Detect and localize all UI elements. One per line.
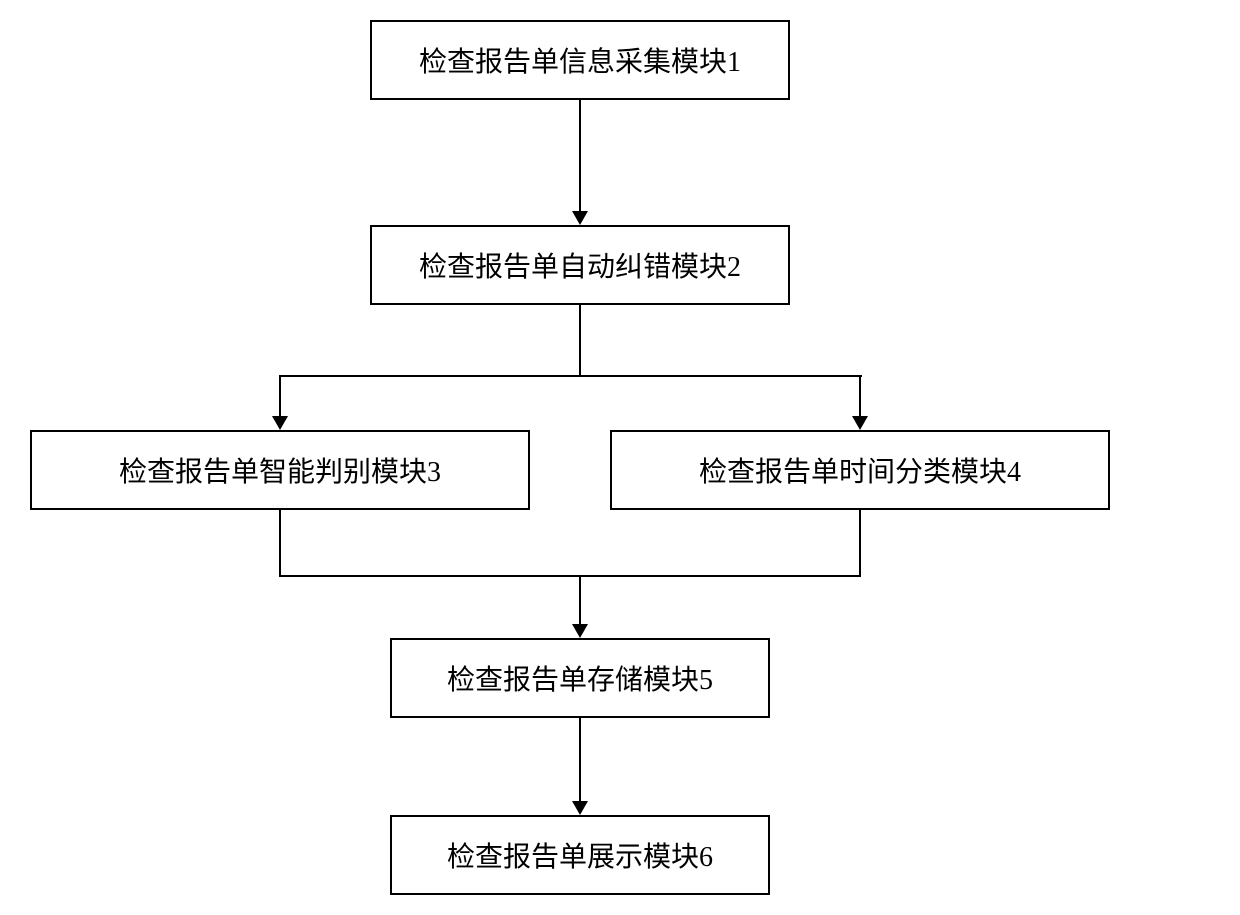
edge-merge-5-arrow <box>572 624 588 638</box>
node-label: 检查报告单自动纠错模块2 <box>419 245 741 285</box>
edge-1-2-line <box>579 100 581 211</box>
node-info-collection: 检查报告单信息采集模块1 <box>370 20 790 100</box>
edge-5-6-arrow <box>572 801 588 815</box>
edge-merge-5-vline <box>579 575 581 624</box>
node-time-classification: 检查报告单时间分类模块4 <box>610 430 1110 510</box>
node-intelligent-discrimination: 检查报告单智能判别模块3 <box>30 430 530 510</box>
node-label: 检查报告单时间分类模块4 <box>699 450 1021 490</box>
flowchart-container: 检查报告单信息采集模块1 检查报告单自动纠错模块2 检查报告单智能判别模块3 检… <box>0 0 1240 915</box>
edge-2-3-vline <box>279 375 281 416</box>
edge-merge-hline <box>279 575 861 577</box>
node-display: 检查报告单展示模块6 <box>390 815 770 895</box>
edge-1-2-arrow <box>572 211 588 225</box>
node-label: 检查报告单展示模块6 <box>447 835 713 875</box>
edge-4-merge-vline <box>859 510 861 577</box>
edge-2-3-arrow <box>272 416 288 430</box>
edge-2-4-vline <box>859 375 861 416</box>
node-label: 检查报告单信息采集模块1 <box>419 40 741 80</box>
edge-2-split-vline <box>579 305 581 375</box>
edge-2-4-arrow <box>852 416 868 430</box>
node-storage: 检查报告单存储模块5 <box>390 638 770 718</box>
node-label: 检查报告单智能判别模块3 <box>119 450 441 490</box>
edge-5-6-line <box>579 718 581 801</box>
edge-3-merge-vline <box>279 510 281 577</box>
node-label: 检查报告单存储模块5 <box>447 658 713 698</box>
edge-2-split-hline <box>280 375 862 377</box>
node-auto-correction: 检查报告单自动纠错模块2 <box>370 225 790 305</box>
